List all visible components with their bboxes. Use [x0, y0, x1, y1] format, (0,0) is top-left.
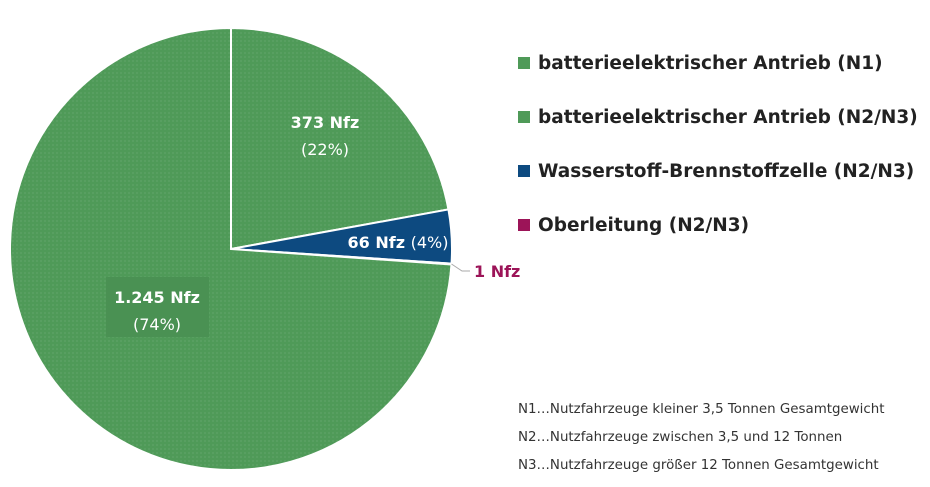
legend: batterieelektrischer Antrieb (N1) batter…: [518, 36, 918, 252]
legend-label: Oberleitung (N2/N3): [538, 214, 750, 236]
legend-swatch: [518, 219, 530, 231]
legend-swatch: [518, 111, 530, 123]
legend-label: batterieelektrischer Antrieb (N2/N3): [538, 106, 918, 128]
leader-line-overhead: [451, 263, 470, 272]
footnote-n1: N1…Nutzfahrzeuge kleiner 3,5 Tonnen Gesa…: [518, 402, 885, 417]
legend-swatch: [518, 57, 530, 69]
pct-label-bev-n1: (74%): [133, 315, 181, 334]
data-label-overhead-line: 1 Nfz: [474, 262, 520, 281]
legend-swatch: [518, 165, 530, 177]
footnote-n3: N3…Nutzfahrzeuge größer 12 Tonnen Gesamt…: [518, 458, 879, 473]
legend-item-bev-n1: batterieelektrischer Antrieb (N1): [518, 36, 918, 90]
legend-item-bev-n2n3: batterieelektrischer Antrieb (N2/N3): [518, 90, 918, 144]
data-label-bev-n2n3: 373 Nfz: [291, 113, 360, 132]
footnotes: N1…Nutzfahrzeuge kleiner 3,5 Tonnen Gesa…: [518, 396, 923, 480]
pct-label-fuelcell: (4%): [411, 233, 449, 252]
data-label-fuelcell-value: 66 Nfz: [348, 233, 411, 252]
legend-item-fuelcell: Wasserstoff-Brennstoffzelle (N2/N3): [518, 144, 918, 198]
slice-bev-n2n3-texture: [231, 28, 449, 249]
data-label-fuelcell: 66 Nfz (4%): [348, 233, 449, 252]
legend-label: Wasserstoff-Brennstoffzelle (N2/N3): [538, 160, 915, 182]
data-label-bev-n1: 1.245 Nfz: [114, 288, 200, 307]
legend-item-overhead-line: Oberleitung (N2/N3): [518, 198, 918, 252]
label-box-bev-n1: [106, 277, 209, 337]
legend-label: batterieelektrischer Antrieb (N1): [538, 52, 883, 74]
footnote-n2: N2…Nutzfahrzeuge zwischen 3,5 und 12 Ton…: [518, 430, 843, 445]
slice-bev-n1-texture: [9, 28, 452, 470]
pct-label-bev-n2n3: (22%): [301, 140, 349, 159]
